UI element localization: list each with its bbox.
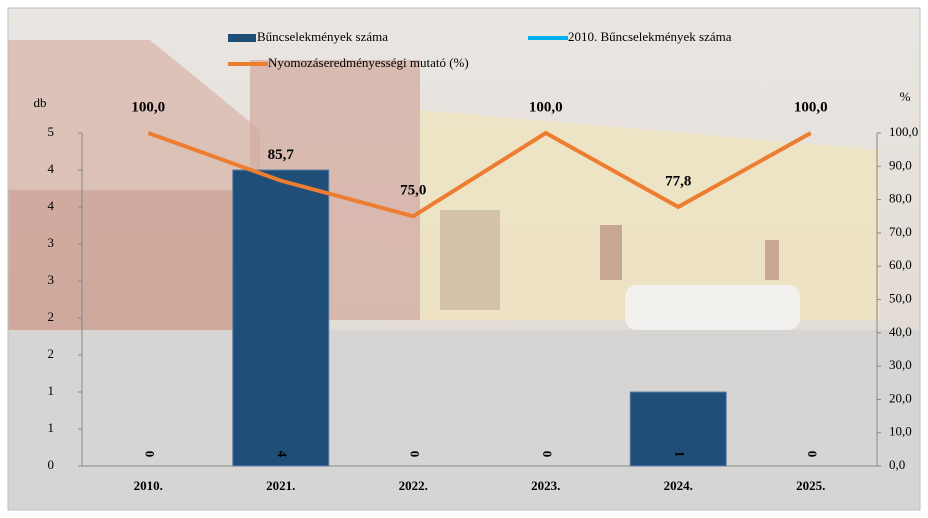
- y2-tick-label: 50,0: [889, 290, 912, 305]
- bar-value-label: 0: [142, 451, 157, 458]
- background-photo: [8, 8, 920, 510]
- y-tick-label: 0: [48, 457, 55, 472]
- legend-label: Bűncselekmények száma: [257, 29, 388, 44]
- bar-value-label: 4: [275, 451, 290, 458]
- x-tick-label: 2022.: [399, 478, 428, 493]
- y2-tick-label: 70,0: [889, 224, 912, 239]
- y2-tick-label: 100,0: [889, 124, 918, 139]
- x-tick-label: 2010.: [134, 478, 163, 493]
- x-tick-label: 2021.: [266, 478, 295, 493]
- legend-label: 2010. Bűncselekmények száma: [568, 29, 732, 44]
- bar: [233, 170, 329, 466]
- x-tick-label: 2023.: [531, 478, 560, 493]
- line-value-label: 85,7: [268, 147, 295, 163]
- y-tick-label: 3: [48, 235, 55, 250]
- line-value-label: 100,0: [794, 99, 828, 115]
- y2-tick-label: 80,0: [889, 191, 912, 206]
- legend-swatch: [228, 34, 256, 42]
- y2-tick-label: 60,0: [889, 257, 912, 272]
- y-tick-label: 2: [48, 309, 55, 324]
- y-tick-label: 5: [48, 124, 55, 139]
- y-tick-label: 3: [48, 272, 55, 287]
- bar-value-label: 0: [407, 451, 422, 458]
- y-tick-label: 4: [48, 198, 55, 213]
- line-value-label: 75,0: [400, 183, 426, 199]
- y2-tick-label: 20,0: [889, 390, 912, 405]
- legend-label: Nyomozáseredményességi mutató (%): [268, 55, 469, 70]
- y2-tick-label: 0,0: [889, 457, 905, 472]
- y2-tick-label: 40,0: [889, 324, 912, 339]
- x-tick-label: 2024.: [664, 478, 693, 493]
- y-tick-label: 1: [48, 383, 55, 398]
- y2-tick-label: 30,0: [889, 357, 912, 372]
- line-value-label: 100,0: [529, 99, 563, 115]
- line-value-label: 77,8: [665, 173, 691, 189]
- x-tick-label: 2025.: [796, 478, 825, 493]
- y-axis-title: db: [34, 95, 47, 110]
- line-value-label: 100,0: [131, 99, 165, 115]
- y-tick-label: 2: [48, 346, 55, 361]
- y2-tick-label: 10,0: [889, 424, 912, 439]
- bar-value-label: 0: [805, 451, 820, 458]
- y2-axis-title: %: [900, 89, 911, 104]
- chart: db % 01122334450,010,020,030,040,050,060…: [0, 0, 928, 518]
- bar-value-label: 0: [540, 451, 555, 458]
- y-tick-label: 1: [48, 420, 55, 435]
- y-tick-label: 4: [48, 161, 55, 176]
- bar-value-label: 1: [672, 451, 687, 458]
- y2-tick-label: 90,0: [889, 157, 912, 172]
